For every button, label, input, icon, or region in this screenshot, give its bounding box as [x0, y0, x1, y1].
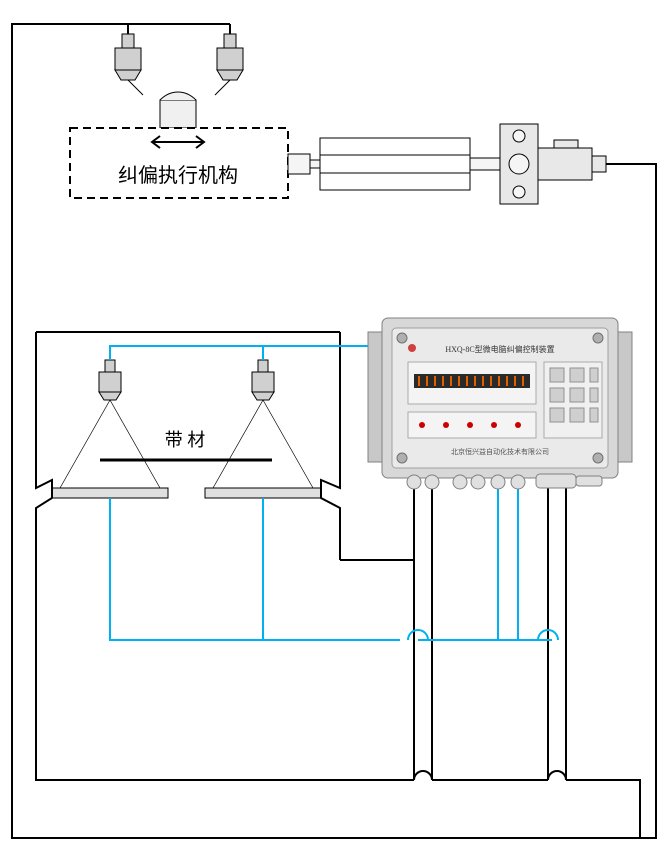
controller-footer-label: 北京恒兴益自动化技术有限公司	[451, 447, 549, 456]
lower-sensor-left	[99, 360, 121, 400]
lower-sensor-right	[252, 360, 274, 400]
light-plate-left	[52, 488, 168, 498]
light-plate-right	[205, 488, 321, 498]
light-cone-left	[60, 400, 160, 488]
cable-blue-right	[498, 483, 552, 640]
controller-title-label: HXQ-8C型微电脑纠偏控制装置	[445, 344, 554, 354]
cable-black-lower-to-controller	[340, 483, 414, 560]
hop-1	[408, 630, 428, 640]
top-sensor-right	[215, 34, 243, 95]
controller-unit: HXQ-8C型微电脑纠偏控制装置	[368, 318, 632, 489]
top-sensor-left	[115, 34, 143, 95]
cable-blue-receivers	[110, 483, 498, 640]
actuator-bracket	[160, 92, 196, 128]
actuator-box	[70, 128, 288, 198]
actuator-label: 纠偏执行机构	[118, 164, 238, 187]
cable-blue-sensor-bus	[110, 346, 263, 360]
hop-black-1	[414, 771, 432, 780]
system-diagram: 纠偏执行机构	[0, 0, 668, 850]
strip-label: 带 材	[165, 430, 206, 450]
light-cone-right	[213, 400, 313, 488]
linear-actuator	[288, 124, 606, 204]
hop-black-2	[548, 771, 566, 780]
